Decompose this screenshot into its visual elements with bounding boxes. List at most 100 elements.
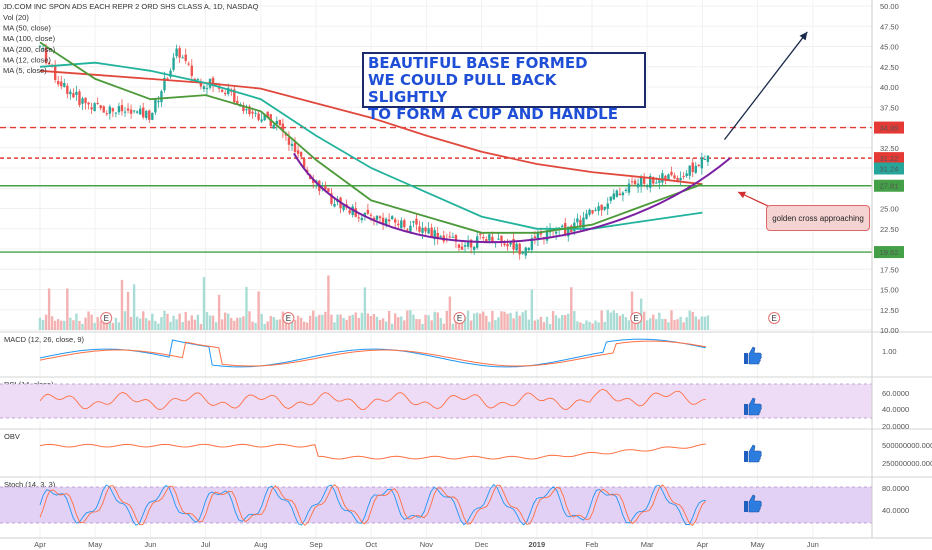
candle-body (41, 48, 45, 50)
volume-bar (527, 319, 530, 330)
candle-body (114, 112, 118, 114)
volume-bar (427, 315, 430, 330)
candle-body (66, 85, 69, 94)
obv-line (39, 443, 706, 460)
thumb-cuff (744, 353, 748, 364)
candle-body (330, 193, 333, 204)
volume-bar (482, 311, 485, 330)
volume-bar (436, 312, 439, 330)
time-tick: Nov (420, 540, 434, 549)
candle-body (649, 175, 652, 188)
candle-body (427, 228, 430, 234)
candle-body (293, 142, 297, 152)
up-arrow (723, 31, 808, 141)
candle-body (87, 102, 90, 105)
volume-bar (597, 322, 600, 330)
time-tick: Jun (144, 540, 156, 549)
earnings-marker (630, 312, 643, 324)
candle-body (664, 175, 667, 181)
volume-bar (530, 289, 534, 330)
price-tick: 12.50 (880, 306, 899, 315)
volume-bar (75, 313, 78, 330)
annotation-line-1: BEAUTIFUL BASE FORMED (368, 54, 588, 72)
candle-body (342, 204, 345, 211)
volume-bar (260, 313, 263, 330)
candle-body (536, 233, 540, 240)
candle-body (193, 78, 197, 80)
candle-body (236, 100, 239, 104)
volume-bar (236, 317, 239, 330)
volume-bar (564, 315, 567, 330)
volume-bar (409, 310, 412, 330)
volume-bar (163, 310, 166, 330)
volume-bar (506, 313, 509, 330)
volume-bar (469, 320, 473, 330)
volume-bar (603, 321, 606, 330)
candle-body (160, 91, 163, 103)
candle-body (688, 165, 691, 176)
volume-bar (154, 320, 157, 330)
candle-body (406, 229, 409, 231)
candle-body (591, 210, 594, 214)
thumbs-up-icon (744, 494, 762, 513)
earnings-marker (100, 312, 113, 324)
thumbs-up-icons (744, 346, 762, 513)
volume-bar (509, 312, 512, 330)
candle-body (567, 226, 570, 237)
volume-bar (375, 316, 379, 330)
candle-body (57, 81, 60, 85)
volume-bar (439, 318, 442, 330)
indicator-label: MA (100, close) (3, 34, 56, 43)
candle-body (673, 175, 676, 179)
time-tick: Sep (309, 540, 322, 549)
candle-body (682, 176, 685, 178)
volume-bar (421, 323, 424, 330)
time-tick: Apr (697, 540, 709, 549)
candle-body (463, 245, 467, 247)
thumb-cuff (744, 451, 748, 462)
volume-bar (363, 287, 367, 330)
volume-bar (591, 323, 594, 330)
volume-bar (397, 317, 400, 330)
volume-bar (138, 318, 142, 330)
indicator-label: MA (50, close) (3, 24, 51, 33)
volume-bar (220, 319, 224, 330)
candle-body (333, 203, 336, 207)
candle-body (497, 238, 500, 240)
candle-body (469, 239, 473, 248)
volume-bar (618, 315, 622, 330)
volume-bar (135, 316, 139, 330)
volume-bar (594, 320, 597, 330)
candle-body (639, 176, 643, 187)
time-tick: 2019 (528, 540, 545, 549)
candle-body (448, 236, 452, 238)
volume-bar (151, 313, 154, 330)
candle-body (700, 157, 704, 169)
thumb-hand (748, 397, 762, 416)
candle-body (585, 213, 588, 219)
candle-body (266, 111, 269, 118)
candle-body (515, 243, 518, 251)
candle-body (560, 225, 564, 228)
volume-bar (627, 320, 631, 330)
volume-bar (697, 319, 701, 330)
candle-body (421, 227, 424, 233)
candle-body (129, 109, 133, 114)
panel-tick: 1.00 (882, 347, 897, 356)
volume-bar (515, 311, 518, 330)
volume-bar (655, 319, 658, 330)
volume-bar (345, 319, 348, 330)
candle-body (287, 137, 291, 145)
volume-bar (463, 316, 467, 330)
price-tick: 10.00 (880, 326, 899, 335)
volume-bar (99, 320, 102, 330)
volume-bar (69, 317, 72, 330)
earnings-label: E (104, 314, 109, 323)
volume-bar (72, 320, 75, 330)
panel-tick: 40.0000 (882, 405, 909, 414)
volume-bar (649, 318, 652, 330)
candle-body (211, 77, 215, 86)
candle-body (506, 244, 509, 247)
candle-body (694, 165, 697, 173)
earnings-label: E (457, 314, 462, 323)
